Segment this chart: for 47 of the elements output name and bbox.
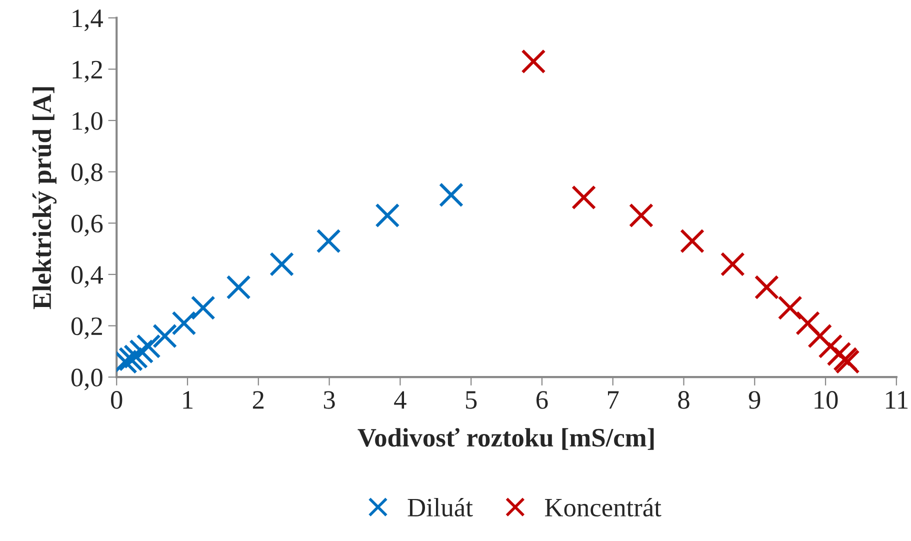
point (118, 346, 144, 372)
point (521, 49, 546, 74)
point (136, 334, 161, 359)
point (172, 310, 196, 336)
point (572, 185, 596, 210)
point (270, 252, 294, 276)
point (152, 324, 178, 348)
point (826, 342, 852, 366)
x-tick-label: 3 (324, 391, 335, 409)
x-tick-label: 2 (252, 391, 264, 409)
y-tick-label: 0,0 (71, 368, 102, 390)
legend-label: Koncentrát (544, 498, 662, 517)
point (129, 339, 154, 364)
point (190, 296, 216, 320)
y-axis-title: Elektrický prúd [A] (32, 87, 57, 310)
x-tick-label: 6 (536, 391, 548, 409)
y-tick-label: 0,6 (71, 214, 103, 236)
y-tick-label: 1,2 (72, 60, 102, 82)
x-tick-label: 0 (111, 391, 122, 409)
y-tick-label: 0,2 (71, 317, 102, 339)
point (226, 274, 251, 300)
point (316, 228, 341, 254)
y-tick-label: 1,0 (72, 112, 102, 134)
point (680, 228, 705, 254)
x-axis-title: Vodivosť roztoku [mS/cm] (358, 428, 654, 450)
x-tick-label: 8 (678, 391, 690, 409)
x-tick-label: 9 (748, 391, 760, 409)
x-tick-label: 5 (466, 391, 477, 409)
x-tick-label: 4 (394, 391, 406, 409)
point (123, 344, 148, 369)
point (778, 296, 802, 320)
x-tick-label: 1 (183, 391, 193, 409)
point (818, 334, 843, 359)
x-tick-label: 11 (886, 391, 908, 409)
point (438, 182, 464, 208)
point (808, 324, 832, 348)
x-tick-label: 7 (608, 391, 619, 409)
y-tick-label: 0,8 (71, 163, 102, 186)
point (628, 203, 654, 228)
point (796, 310, 820, 336)
x-tick-label: 10 (814, 391, 838, 409)
y-tick-label: 0,4 (71, 266, 103, 288)
point (375, 203, 400, 228)
point (754, 274, 779, 300)
y-tick-label: 1,4 (72, 10, 103, 32)
point (720, 252, 745, 276)
legend-label: Diluát (408, 498, 473, 517)
